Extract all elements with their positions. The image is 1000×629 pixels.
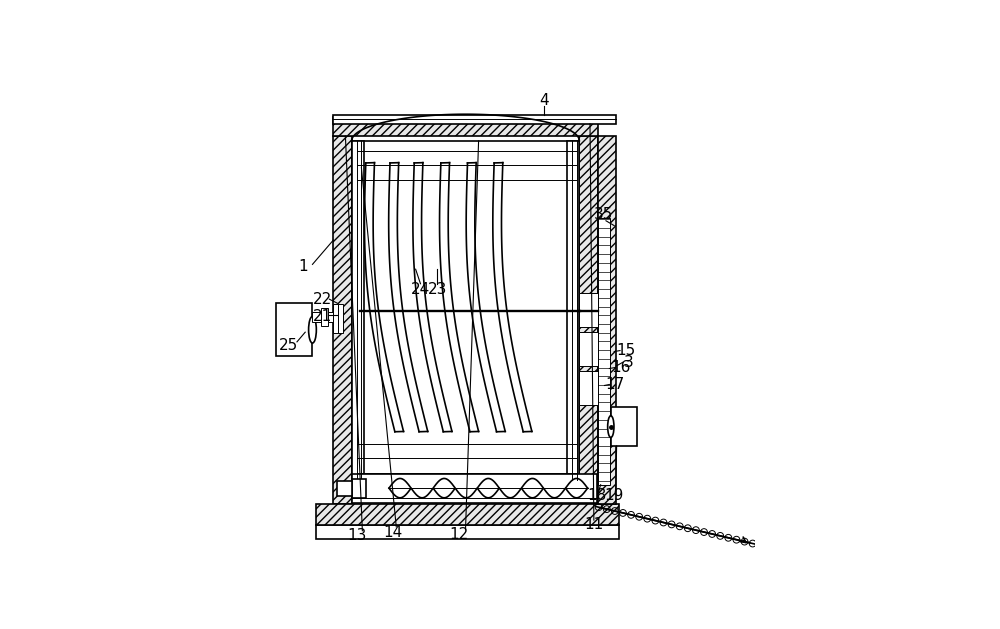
Text: 16: 16 <box>611 360 631 375</box>
Text: 22: 22 <box>313 292 332 307</box>
Text: 15: 15 <box>617 343 636 358</box>
Bar <box>579 371 598 405</box>
Bar <box>312 312 321 323</box>
Bar <box>352 141 579 480</box>
Text: 21: 21 <box>313 309 332 324</box>
Bar <box>611 407 637 446</box>
Bar <box>352 141 364 480</box>
Text: 13: 13 <box>347 528 366 543</box>
Text: 17: 17 <box>606 377 625 392</box>
Bar <box>352 479 366 498</box>
Text: 18: 18 <box>588 488 607 503</box>
Text: 25: 25 <box>279 338 298 353</box>
Bar <box>333 116 598 136</box>
Bar <box>321 308 328 326</box>
Text: 12: 12 <box>450 527 469 542</box>
Bar <box>598 218 610 485</box>
Text: 35: 35 <box>594 208 613 223</box>
Text: 11: 11 <box>584 518 603 532</box>
Bar <box>316 525 619 540</box>
Bar <box>333 304 338 333</box>
Bar <box>316 504 619 525</box>
Bar <box>333 136 352 504</box>
Bar <box>352 474 597 503</box>
Bar <box>337 481 352 496</box>
Bar <box>579 293 598 327</box>
Bar <box>276 303 312 357</box>
Bar <box>333 313 343 321</box>
Text: 3: 3 <box>624 355 634 370</box>
Text: 24: 24 <box>411 282 430 297</box>
Bar <box>579 332 598 366</box>
Bar <box>579 136 598 504</box>
Bar <box>333 115 616 124</box>
Text: 1: 1 <box>298 259 308 274</box>
Bar <box>328 312 333 323</box>
Ellipse shape <box>309 316 316 343</box>
Text: 4: 4 <box>539 93 549 108</box>
Bar <box>567 141 579 480</box>
Text: 23: 23 <box>428 282 447 297</box>
Text: 14: 14 <box>383 525 402 540</box>
Text: 19: 19 <box>605 488 624 503</box>
Bar <box>338 304 343 333</box>
Ellipse shape <box>608 416 614 438</box>
Bar <box>598 136 616 504</box>
